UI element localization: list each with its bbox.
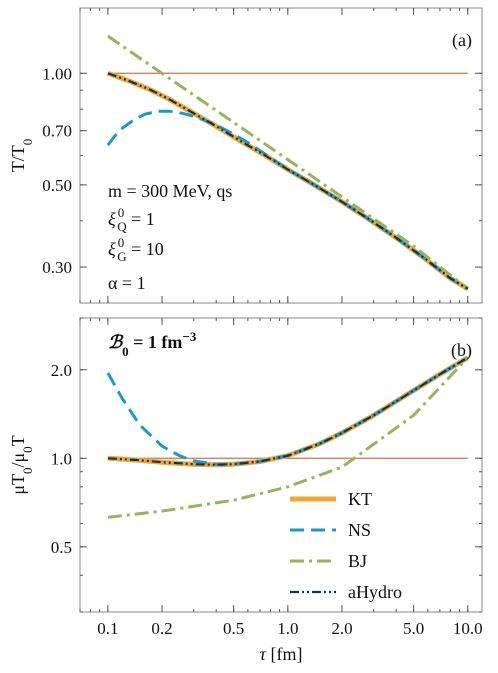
series-line-ahydro (107, 356, 469, 466)
series-line-bj (107, 34, 469, 291)
y-tick-label: 1.00 (42, 64, 72, 83)
x-tick-label: 0.1 (97, 619, 118, 638)
annotation-baryon-density: ℬ0 = 1 fm−3 (108, 329, 197, 359)
x-tick-label: 10.0 (453, 619, 483, 638)
y-tick-label: 0.30 (42, 258, 72, 277)
series-line-bj (107, 356, 469, 519)
legend-label-kt: KT (348, 489, 372, 509)
series-line-ns (106, 356, 469, 466)
plot-frame-b (79, 317, 483, 613)
panel-label-a: (a) (452, 30, 472, 51)
y-tick-label: 0.50 (42, 176, 72, 195)
annotation-alpha: α = 1 (108, 273, 146, 293)
panel-b: 0.1 0.2 0.5 1.0 2.0 5.0 10.0 0.5 1.0 2.0 (b) μT0/μ0… (8, 317, 483, 664)
y-tick-label: 1.0 (51, 449, 72, 468)
legend-label-ns: NS (348, 520, 371, 540)
x-tick-label: 0.5 (223, 619, 244, 638)
y-axis-label-b: μT0/μ0T (8, 435, 35, 494)
y-tick-label: 2.0 (51, 361, 72, 380)
x-tick-label: 0.2 (151, 619, 172, 638)
legend-label-ahydro: aHydro (348, 582, 402, 602)
x-tick-label: 1.0 (277, 619, 298, 638)
y-tick-label: 0.70 (42, 122, 72, 141)
y-axis-label-a: T/T0 (8, 139, 35, 173)
panel-label-b: (b) (451, 340, 472, 361)
x-axis-label: τ [fm] (260, 644, 303, 664)
x-tick-label: 2.0 (331, 619, 352, 638)
series-line-ahydro (107, 72, 469, 290)
y-tick-label: 0.5 (51, 538, 72, 557)
x-tick-label: 5.0 (403, 619, 424, 638)
legend-label-bj: BJ (348, 551, 367, 571)
panel-a: 0.30 0.50 0.70 1.00 (a) T/T0 m = 300 MeV, qs ξ 0… (8, 7, 483, 304)
series-line-kt (107, 355, 470, 468)
annotation-mass: m = 300 MeV, qs (108, 181, 232, 201)
